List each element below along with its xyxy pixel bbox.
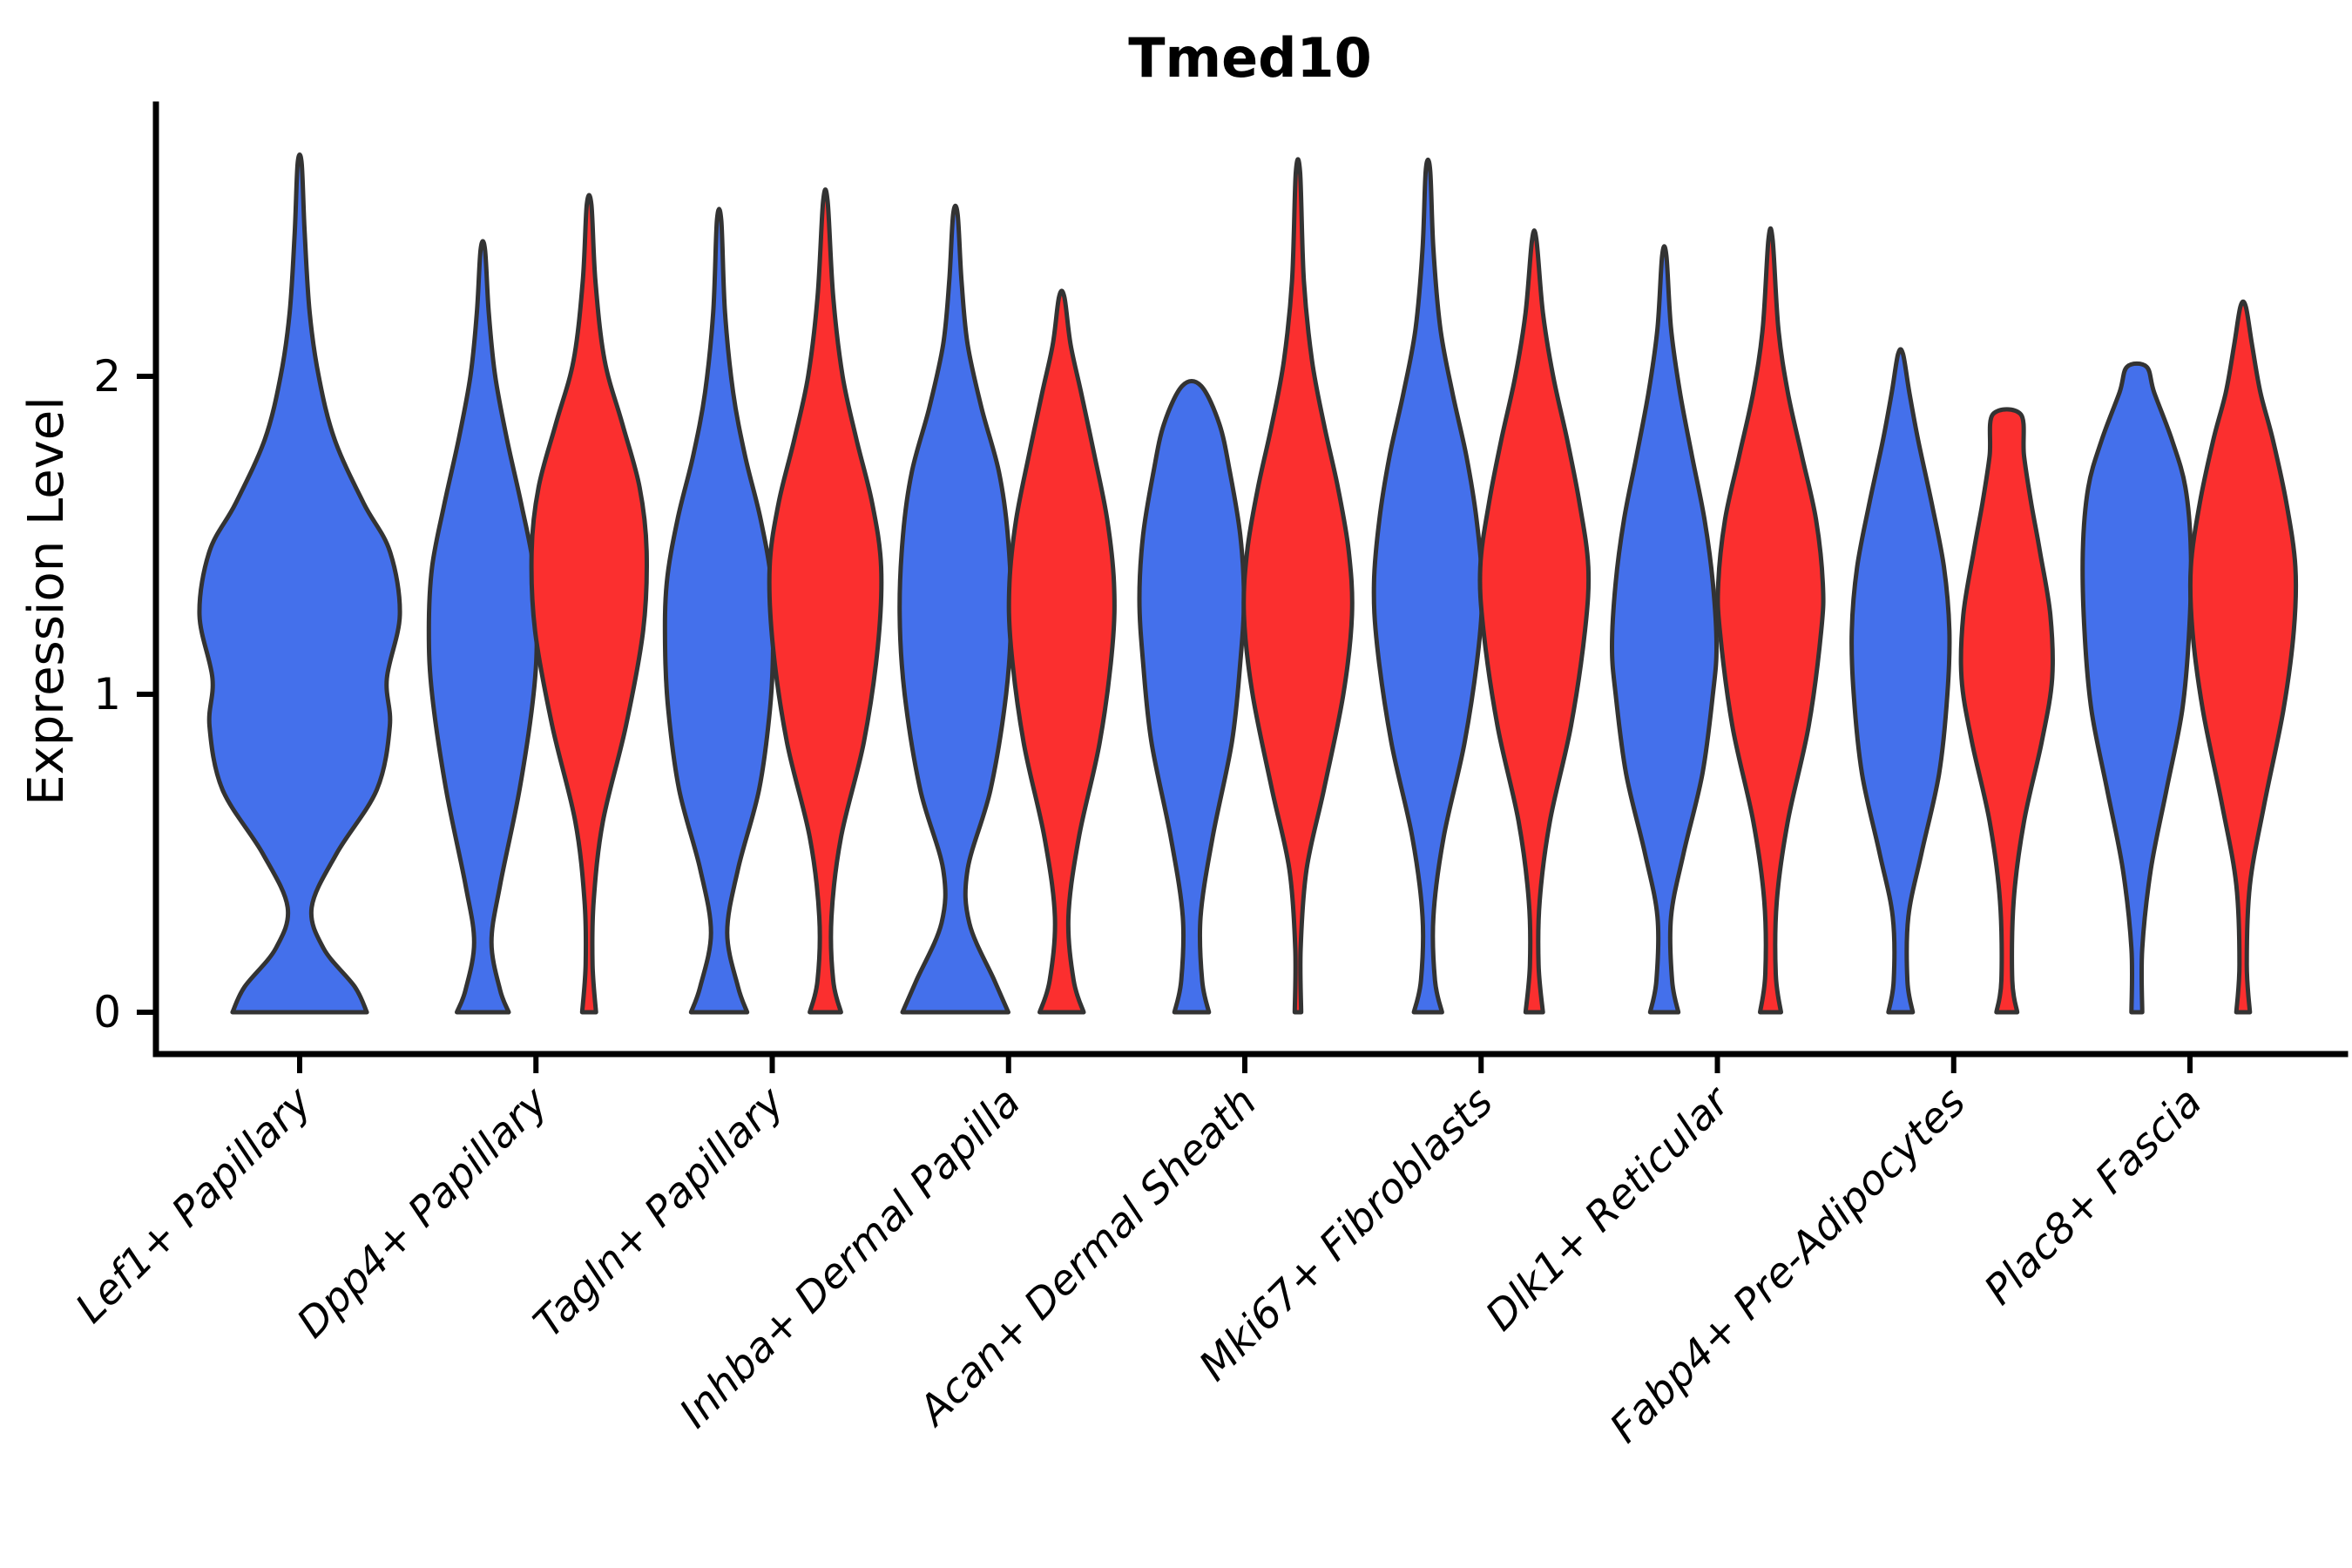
violin-inhba-dermal-papilla-red [1006, 288, 1117, 1015]
y-tick-label: 1 [93, 669, 121, 720]
violin-lef1-papillary-blue [197, 152, 402, 1015]
violin-dpp4-papillary-red [529, 193, 649, 1015]
x-axis-label: Plac8+ Fascia [1975, 1078, 2211, 1315]
violins-layer [197, 152, 2299, 1015]
chart-title: Tmed10 [1128, 26, 1372, 90]
violin-dpp4-papillary-blue [426, 239, 539, 1015]
violin-tagln-papillary-red [767, 187, 884, 1015]
axes-layer [152, 101, 2349, 1058]
x-axis-label: Dlk1+ Reticular [1477, 1077, 1740, 1341]
violin-mki67-fibroblasts-red [1477, 228, 1592, 1015]
violin-dlk1-reticular-blue [1610, 244, 1719, 1015]
y-tick-label: 0 [93, 987, 121, 1037]
violin-plac8-fascia-blue [2080, 361, 2193, 1015]
x-axis-label: Lef1+ Papillary [66, 1078, 321, 1333]
violin-fabp4-pre-adipocytes-red [1958, 407, 2055, 1015]
y-axis-label: Expression Level [18, 396, 75, 806]
violin-dlk1-reticular-red [1715, 226, 1826, 1015]
violin-fabp4-pre-adipocytes-blue [1849, 347, 1952, 1015]
y-tick-label: 2 [93, 351, 121, 402]
x-axis-label: Dpp4+ Papillary [288, 1078, 558, 1348]
violin-acan-dermal-sheath-red [1241, 157, 1355, 1015]
violin-acan-dermal-sheath-blue [1137, 379, 1247, 1015]
violin-inhba-dermal-papilla-blue [897, 203, 1014, 1015]
violin-tagln-papillary-blue [662, 206, 776, 1015]
violin-plac8-fascia-red [2187, 299, 2299, 1015]
violin-mki67-fibroblasts-blue [1371, 157, 1484, 1015]
x-axis-label: Tagln+ Papillary [524, 1078, 794, 1348]
